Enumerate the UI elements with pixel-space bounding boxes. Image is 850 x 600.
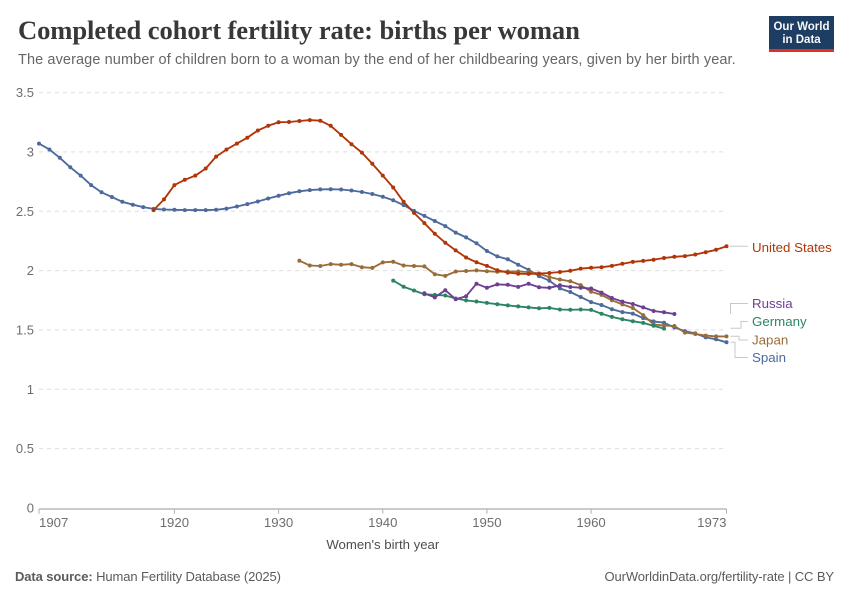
svg-text:1950: 1950 [472,515,501,530]
svg-text:2: 2 [27,263,34,278]
svg-text:1: 1 [27,382,34,397]
svg-text:Women's birth year: Women's birth year [326,537,440,552]
svg-text:1940: 1940 [368,515,397,530]
svg-text:2.5: 2.5 [16,204,34,219]
svg-text:3.5: 3.5 [16,85,34,100]
svg-text:1973: 1973 [697,515,726,530]
svg-text:Russia: Russia [752,296,793,311]
svg-text:3: 3 [27,144,34,159]
svg-text:Spain: Spain [752,350,786,365]
svg-text:0: 0 [27,501,34,516]
svg-text:1907: 1907 [39,515,68,530]
svg-text:0.5: 0.5 [16,441,34,456]
svg-text:United States: United States [752,240,832,255]
svg-text:1960: 1960 [576,515,605,530]
svg-text:Germany: Germany [752,314,807,329]
svg-text:1920: 1920 [160,515,189,530]
svg-text:1.5: 1.5 [16,322,34,337]
svg-text:Japan: Japan [752,333,788,348]
svg-text:1930: 1930 [264,515,293,530]
